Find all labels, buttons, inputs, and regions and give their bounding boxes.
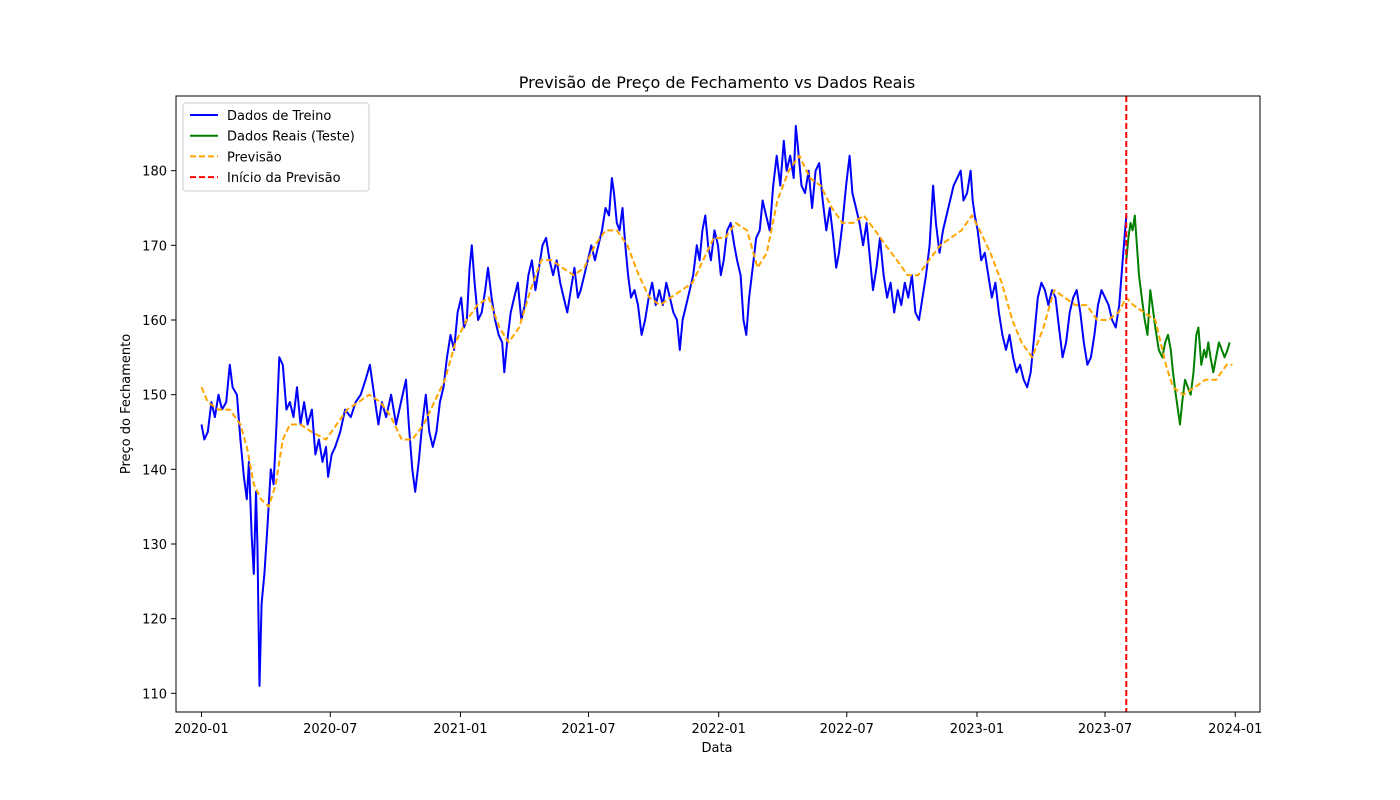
x-tick-label: 2023-01 xyxy=(950,722,1004,737)
y-tick-label: 140 xyxy=(142,463,167,478)
y-tick-label: 110 xyxy=(142,687,167,702)
legend: Dados de Treino Dados Reais (Teste) Previs… xyxy=(182,102,370,192)
x-tick-label: 2022-07 xyxy=(820,722,874,737)
y-axis-label: Preço do Fechamento xyxy=(119,334,134,474)
x-tick-label: 2022-01 xyxy=(692,722,746,737)
y-tick-label: 170 xyxy=(142,239,167,254)
legend-label-3: Início da Previsão xyxy=(227,171,341,186)
legend-label-0: Dados de Treino xyxy=(227,109,331,124)
y-tick-label: 180 xyxy=(142,165,167,180)
chart-title: Previsão de Preço de Fechamento vs Dados… xyxy=(519,73,916,92)
y-tick-label: 130 xyxy=(142,538,167,553)
x-tick-label: 2023-07 xyxy=(1078,722,1132,737)
axes-layer: 2020-01 2020-07 2021-01 2021-07 2022-01 2022-… xyxy=(142,95,1262,737)
series-line-0 xyxy=(200,124,1128,687)
series-layer xyxy=(200,96,1233,712)
y-tick-label: 160 xyxy=(142,314,167,329)
y-tick-label: 120 xyxy=(142,613,167,628)
legend-box xyxy=(182,102,370,192)
x-tick-label: 2021-01 xyxy=(433,722,487,737)
x-tick-label: 2020-07 xyxy=(303,722,357,737)
plot-frame xyxy=(175,95,1261,713)
series-line-1 xyxy=(1125,214,1231,426)
x-tick-label: 2020-01 xyxy=(174,722,228,737)
x-tick-label: 2024-01 xyxy=(1208,722,1262,737)
legend-label-1: Dados Reais (Teste) xyxy=(227,130,355,145)
legend-label-2: Previsão xyxy=(227,150,282,165)
series-line-2 xyxy=(200,154,1233,508)
x-axis-label: Data xyxy=(701,741,732,756)
x-tick-label: 2021-07 xyxy=(561,722,615,737)
y-tick-label: 150 xyxy=(142,389,167,404)
